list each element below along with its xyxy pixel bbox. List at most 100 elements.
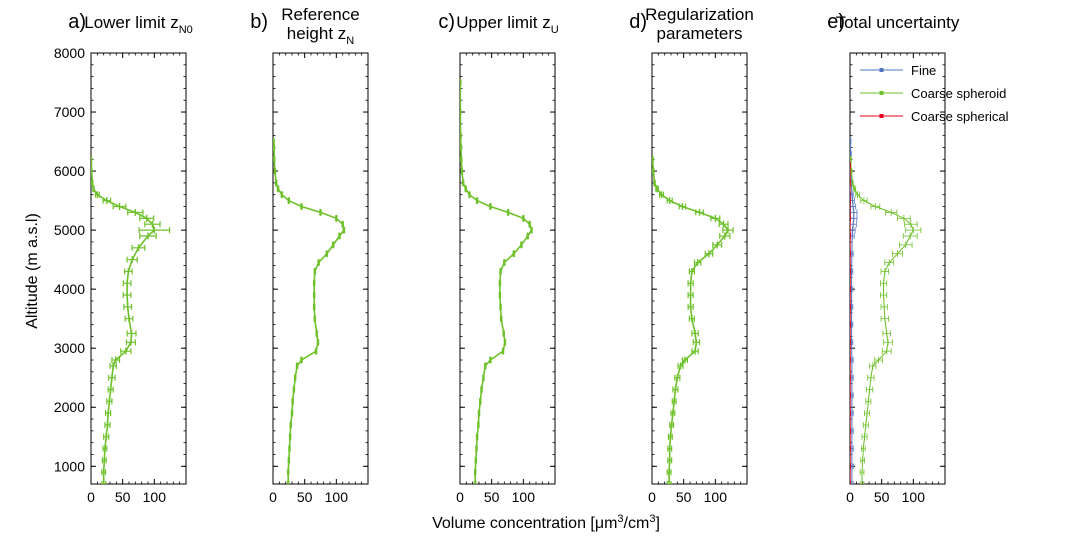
y-tick-label: 2000 (54, 399, 85, 415)
error-bar (883, 338, 893, 346)
error-bar (860, 456, 865, 464)
error-bar (652, 167, 655, 175)
error-bar (139, 232, 157, 240)
error-bar (677, 362, 684, 370)
panel-title-line: Regularization (645, 5, 754, 24)
error-bar (688, 315, 696, 323)
error-bar (293, 374, 297, 382)
error-bar (112, 203, 127, 211)
error-bar (880, 303, 888, 311)
panel-title: Upper limit zU (456, 13, 558, 36)
x-tick-label: 100 (512, 489, 536, 505)
error-bar (850, 179, 851, 187)
error-bar (670, 409, 676, 417)
error-bar (300, 356, 303, 364)
error-bar (666, 480, 672, 484)
error-bar (126, 256, 138, 264)
error-bar (120, 347, 132, 355)
error-bar (473, 468, 477, 476)
error-bar (850, 409, 851, 417)
error-bar (882, 329, 891, 337)
panel-title-text: height z (287, 24, 347, 43)
error-bar (850, 250, 854, 258)
error-bar (864, 409, 871, 417)
error-bar (687, 291, 694, 299)
error-bar (866, 386, 874, 394)
error-bar (850, 203, 857, 211)
error-bar (850, 208, 858, 216)
error-bar (712, 241, 723, 249)
error-bar (101, 456, 107, 464)
error-bar (869, 362, 877, 370)
error-bar (102, 197, 112, 205)
error-bar (475, 197, 479, 205)
x-tick-label: 0 (846, 489, 854, 505)
error-bar (850, 161, 851, 169)
panel-title-text: Regularization (645, 5, 754, 24)
error-bar (850, 427, 851, 435)
x-tick-label: 50 (297, 489, 313, 505)
error-bar (325, 250, 329, 258)
error-bar (850, 250, 851, 258)
x-tick-label: 100 (325, 489, 349, 505)
error-bar (506, 208, 510, 216)
panel-letter: a) (68, 11, 86, 33)
error-bar (669, 421, 675, 429)
error-bar (292, 386, 296, 394)
x-tick-label: 50 (484, 489, 500, 505)
plot-frame (459, 52, 556, 485)
panel-title-text: Total uncertainty (836, 13, 960, 32)
error-bar (850, 462, 851, 470)
error-bar (874, 356, 883, 364)
error-bar (288, 433, 292, 441)
error-bar (315, 329, 318, 337)
error-bar (316, 338, 320, 346)
error-bar (312, 279, 316, 287)
error-bar (666, 197, 673, 205)
error-bar (109, 362, 117, 370)
plot-area (850, 138, 922, 484)
error-bar (474, 456, 478, 464)
error-bar (850, 445, 851, 453)
error-bar (865, 397, 872, 405)
plot-area (652, 155, 734, 484)
error-bar (904, 220, 918, 228)
error-bar (653, 179, 656, 187)
error-bar (850, 197, 855, 205)
error-bar (319, 208, 322, 216)
error-bar (477, 409, 481, 417)
legend-marker (879, 91, 884, 95)
plot-frame (272, 52, 369, 485)
error-bar (503, 338, 507, 346)
x-tick-label: 0 (456, 489, 464, 505)
error-bar (312, 291, 316, 299)
error-bar (688, 267, 696, 275)
legend-marker (879, 68, 884, 72)
error-bar (501, 347, 505, 355)
error-bar (127, 208, 144, 216)
error-bar (704, 250, 714, 258)
error-bar (671, 397, 677, 405)
error-bar (108, 374, 116, 382)
error-bar (479, 397, 482, 405)
panel-title-subscript: U (551, 24, 559, 36)
error-bar (94, 191, 100, 199)
series-line-coarse-spheroid (850, 159, 914, 484)
y-tick-label: 8000 (54, 45, 85, 61)
error-bar (850, 155, 852, 163)
error-bar (475, 433, 479, 441)
error-bar (123, 303, 133, 311)
legend-label: Coarse spheroid (911, 86, 1006, 101)
error-bar (482, 374, 485, 382)
error-bar (692, 338, 701, 346)
panel-title-line: parameters (657, 24, 743, 43)
error-bar (718, 220, 729, 228)
panel-title-text: Reference (281, 5, 359, 24)
panel-letter: d) (629, 11, 647, 33)
error-bar (672, 386, 679, 394)
error-bar (503, 259, 506, 267)
error-bar (341, 220, 344, 228)
error-bar (124, 315, 134, 323)
error-bar (460, 132, 462, 140)
